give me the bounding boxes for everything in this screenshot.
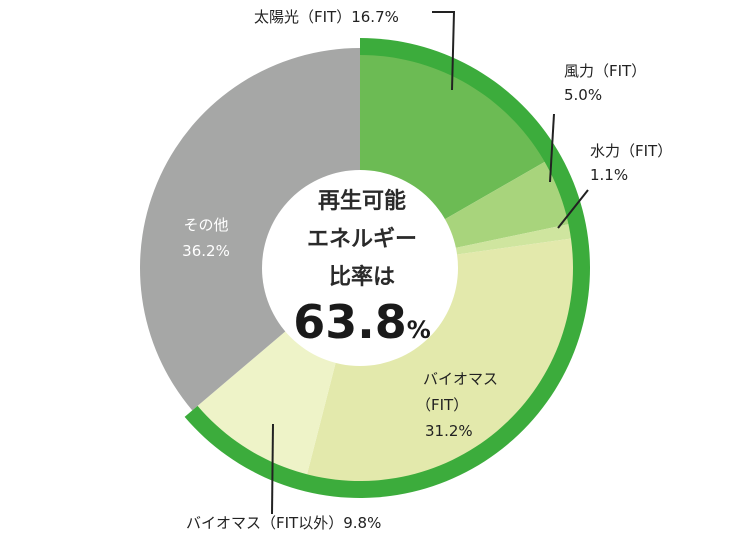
- other-label: その他: [183, 216, 228, 234]
- renewable-outer-arc: [184, 38, 590, 498]
- biomass-other-leader-line: [271, 423, 274, 515]
- center-value-text: 63.8%: [293, 295, 431, 349]
- hydro-label: 水力（FIT）: [590, 142, 672, 160]
- wind-leader-line: [549, 113, 555, 183]
- other-value: 36.2%: [182, 242, 230, 260]
- slice-other: [139, 47, 360, 411]
- solar-leader-line: [432, 11, 456, 91]
- center-title-line1: 再生可能: [318, 188, 406, 214]
- wind-value: 5.0%: [564, 86, 602, 104]
- hydro-value: 1.1%: [590, 166, 628, 184]
- center-title-line2: エネルギー: [307, 227, 417, 252]
- donut-hole: [262, 170, 458, 366]
- hydro-leader-line: [557, 189, 589, 229]
- biomass-other-label: バイオマス（FIT以外）9.8%: [186, 514, 381, 532]
- center-title-line3: 比率は: [329, 264, 395, 290]
- biomass-fit-value: 31.2%: [425, 422, 473, 440]
- biomass-fit-label-line1: バイオマス: [423, 370, 498, 388]
- wind-label: 風力（FIT）: [564, 62, 646, 80]
- biomass-fit-label-line2: （FIT）: [416, 396, 468, 414]
- solar-label: 太陽光（FIT）16.7%: [254, 8, 399, 26]
